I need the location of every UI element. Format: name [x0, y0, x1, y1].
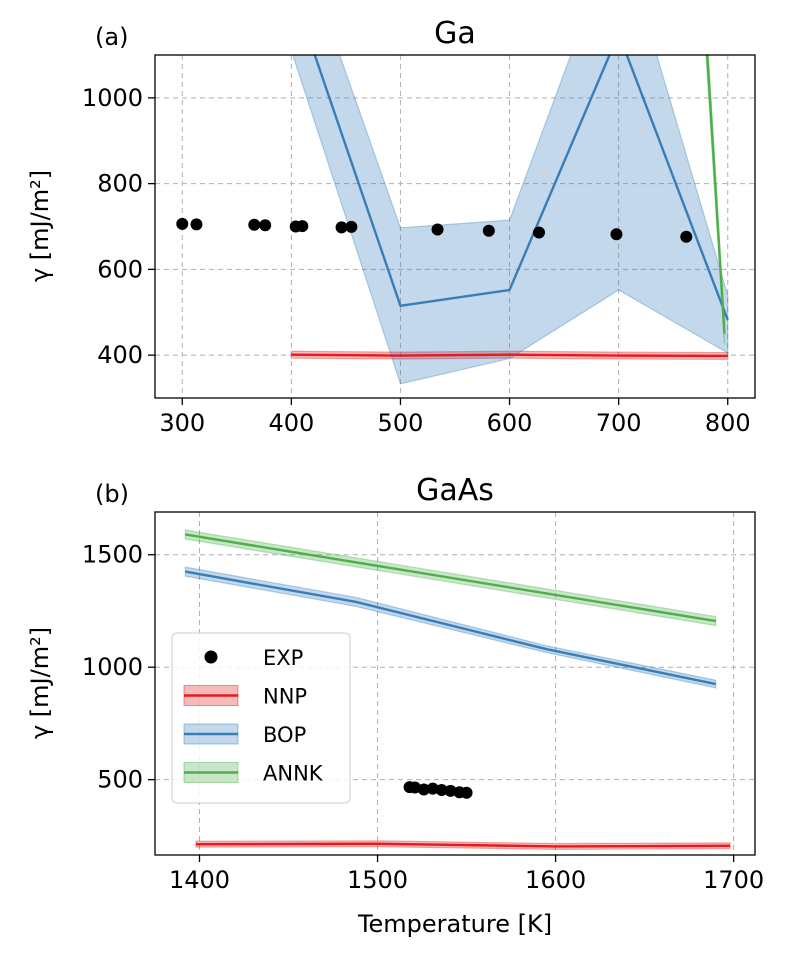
x-tick-label: 300	[159, 409, 205, 437]
bop-series-line	[313, 55, 729, 321]
exp-data-point	[417, 783, 430, 796]
panel-b-plot-area	[184, 529, 731, 850]
exp-data-point	[345, 220, 358, 233]
panel-b-chart: (b) GaAs γ [mJ/m²] Temperature [K] 1400 1…	[26, 473, 764, 938]
legend-bop-label: BOP	[263, 723, 306, 747]
panel-b-ticks: 1400 1500 1600 1700 500 1000 1500	[82, 541, 764, 894]
exp-data-point	[435, 783, 448, 796]
nnp-series-line	[291, 353, 728, 358]
x-tick-label: 500	[378, 409, 424, 437]
panel-b-title: GaAs	[416, 473, 494, 508]
panel-a-ticks: 300 400 500 600 700 800 400 600 800 1000	[82, 84, 751, 437]
x-tick-label: 800	[705, 409, 751, 437]
legend-exp-marker	[204, 650, 218, 664]
y-tick-label: 1000	[82, 653, 143, 681]
exp-data-point	[176, 217, 189, 230]
panel-a-frame	[154, 54, 756, 399]
panel-a-letter: (a)	[95, 23, 128, 51]
annk-series-line	[706, 55, 726, 334]
x-tick-label: 700	[596, 409, 642, 437]
exp-data-point	[248, 218, 261, 231]
legend: EXP NNP BOP ANNK	[171, 632, 351, 804]
panel-a-chart: (a) Ga γ [mJ/m²] 300 400 500 600 700 800 400 60…	[26, 16, 756, 437]
exp-data-point	[444, 784, 457, 797]
nnp-series-line	[195, 842, 731, 848]
annk-series-line	[185, 533, 717, 623]
bop-uncertainty-band	[292, 55, 729, 385]
panel-b-letter: (b)	[95, 480, 129, 508]
x-tick-label: 1400	[169, 866, 230, 894]
y-tick-label: 400	[97, 341, 143, 369]
panel-b-ylabel: γ [mJ/m²]	[26, 627, 54, 739]
exp-data-point	[296, 220, 309, 233]
legend-annk-label: ANNK	[263, 762, 324, 786]
legend-box	[171, 632, 351, 804]
y-tick-label: 500	[97, 766, 143, 794]
exp-data-point	[431, 223, 444, 236]
legend-exp-label: EXP	[263, 646, 303, 670]
exp-data-point	[460, 786, 473, 799]
panel-a-plot-area	[176, 55, 729, 385]
exp-data-point	[482, 224, 495, 237]
x-tick-label: 1500	[347, 866, 408, 894]
bop-series-line	[185, 570, 717, 686]
y-tick-label: 1000	[82, 84, 143, 112]
x-tick-label: 1700	[703, 866, 764, 894]
legend-nnp-label: NNP	[263, 685, 307, 709]
x-tick-label: 600	[487, 409, 533, 437]
y-tick-label: 800	[97, 170, 143, 198]
panel-a-ylabel: γ [mJ/m²]	[26, 170, 54, 282]
panel-a-title: Ga	[434, 16, 476, 51]
exp-data-point	[610, 228, 623, 241]
y-tick-label: 600	[97, 255, 143, 283]
exp-data-point	[533, 226, 545, 239]
exp-data-point	[259, 219, 272, 232]
x-tick-label: 1600	[525, 866, 586, 894]
x-tick-label: 400	[268, 409, 314, 437]
exp-data-point	[426, 782, 439, 795]
exp-data-point	[190, 218, 203, 231]
exp-data-point	[335, 221, 348, 234]
y-tick-label: 1500	[82, 541, 143, 569]
panel-b-xlabel: Temperature [K]	[357, 910, 552, 938]
exp-data-point	[680, 230, 693, 243]
panel-b-frame	[154, 511, 756, 856]
